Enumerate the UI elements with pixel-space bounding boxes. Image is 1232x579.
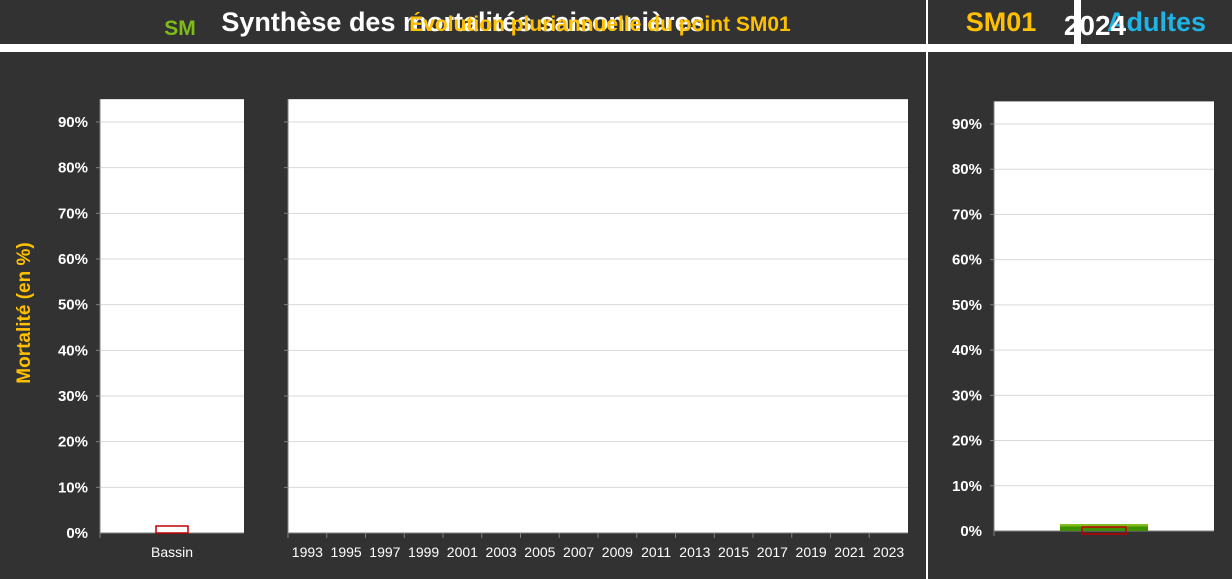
sm-y-tick-label: 80% <box>58 160 88 177</box>
evo-x-tick-label: 2019 <box>796 544 827 560</box>
year-y-tick-label: 80% <box>952 161 982 178</box>
year-bar-mortality-highlight <box>1060 524 1148 527</box>
year-plot-area <box>994 101 1214 531</box>
sm-y-tick-label: 0% <box>66 525 88 542</box>
evo-x-tick-label: 1999 <box>408 544 439 560</box>
evo-x-tick-label: 2007 <box>563 544 594 560</box>
header-stage: Adultes <box>1081 0 1232 44</box>
evo-x-tick-label: 2023 <box>873 544 904 560</box>
evo-x-tick-label: 2013 <box>679 544 710 560</box>
sm-y-tick-label: 10% <box>58 479 88 496</box>
evo-plot-area <box>288 99 908 534</box>
year-y-tick-label: 70% <box>952 206 982 223</box>
sm-y-tick-label: 70% <box>58 205 88 222</box>
year-chart-title: 2024 <box>1063 10 1127 41</box>
evo-x-tick-label: 2001 <box>447 544 478 560</box>
evo-x-tick-label: 2003 <box>486 544 517 560</box>
year-y-tick-label: 40% <box>952 342 982 359</box>
sm-y-tick-label: 40% <box>58 342 88 359</box>
evo-x-tick-label: 2015 <box>718 544 749 560</box>
sm-bar-bassin <box>155 525 189 534</box>
sm-y-tick-label: 90% <box>58 114 88 131</box>
evo-x-tick-label: 2005 <box>524 544 555 560</box>
sm-x-tick-label: Bassin <box>151 544 193 560</box>
year-y-tick-label: 20% <box>952 433 982 450</box>
header-title: Synthèse des mortalités saisonnières <box>0 0 926 44</box>
evo-x-tick-label: 1997 <box>369 544 400 560</box>
year-y-tick-label: 60% <box>952 252 982 269</box>
sm-chart-title: SM <box>164 17 196 40</box>
evo-x-tick-label: 2009 <box>602 544 633 560</box>
sm-y-tick-label: 60% <box>58 251 88 268</box>
evo-x-tick-label: 2017 <box>757 544 788 560</box>
header-site-code: SM01 <box>928 0 1074 44</box>
sm-y-tick-label: 30% <box>58 388 88 405</box>
year-y-tick-label: 50% <box>952 297 982 314</box>
sm-plot-area <box>100 99 244 534</box>
year-bar-reference <box>1081 526 1127 535</box>
year-y-tick-label: 0% <box>960 523 982 540</box>
evo-x-tick-label: 2011 <box>641 544 671 560</box>
evo-x-tick-label: 2021 <box>834 544 865 560</box>
year-y-tick-label: 30% <box>952 387 982 404</box>
evolution-chart-title: Évolution pluriannuelle du point SM01 <box>409 13 791 36</box>
sm-y-tick-label: 20% <box>58 434 88 451</box>
evo-x-tick-label: 1993 <box>292 544 323 560</box>
evo-x-tick-label: 1995 <box>331 544 362 560</box>
sm-y-tick-label: 50% <box>58 297 88 314</box>
year-y-tick-label: 10% <box>952 478 982 495</box>
year-y-tick-label: 90% <box>952 116 982 133</box>
